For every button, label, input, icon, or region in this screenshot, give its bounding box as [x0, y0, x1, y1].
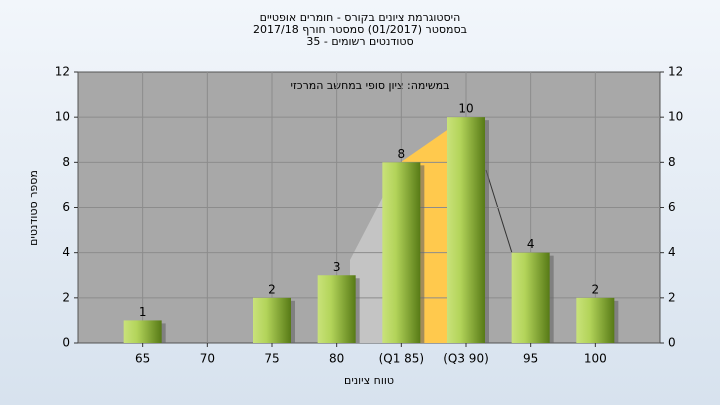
- chart-subtitle: בסמסטר (01/2017) סמסטר חורף 2017/18: [253, 23, 467, 36]
- bar: [511, 252, 550, 343]
- y-tick-label: 12: [55, 65, 70, 79]
- y2-tick-label: 6: [668, 200, 676, 214]
- x-axis-label: טווח ציונים: [344, 374, 394, 387]
- bar: [123, 320, 162, 343]
- y2-tick-label: 8: [668, 155, 676, 169]
- value-label: 10: [458, 102, 473, 116]
- annotation: במשימה: ציון סופי במחשב המרכזי: [290, 79, 449, 92]
- y2-tick-label: 0: [668, 336, 676, 350]
- x-tick-label: (Q3 90): [443, 352, 489, 366]
- x-tick-label: (Q1 85): [379, 352, 425, 366]
- y2-tick-label: 2: [668, 290, 676, 304]
- x-tick-label: 65: [135, 352, 150, 366]
- value-label: 3: [333, 260, 341, 274]
- x-tick-label: 70: [200, 352, 215, 366]
- y-tick-label: 6: [62, 200, 70, 214]
- bar: [576, 297, 615, 343]
- distribution-line: [485, 169, 513, 254]
- y-axis-label: מספר סטודנטים: [27, 170, 40, 246]
- chart-subtitle: סטודנטים רשומים - 35: [306, 35, 413, 48]
- y-tick-label: 10: [55, 110, 70, 124]
- x-tick-label: 95: [523, 352, 538, 366]
- bar: [382, 162, 421, 343]
- x-tick-label: 75: [264, 352, 279, 366]
- y-tick-label: 4: [62, 245, 70, 259]
- value-label: 8: [398, 147, 406, 161]
- x-tick-label: 100: [584, 352, 607, 366]
- x-tick-label: 80: [329, 352, 344, 366]
- y2-tick-label: 4: [668, 245, 676, 259]
- y-tick-label: 2: [62, 290, 70, 304]
- bar: [253, 297, 291, 343]
- y2-tick-label: 12: [668, 65, 683, 79]
- value-label: 4: [527, 237, 535, 251]
- value-label: 1: [139, 305, 147, 319]
- y2-tick-label: 10: [668, 110, 683, 124]
- chart-title: היסטוגרמת ציונים בקורס - חומרים אופטיים: [260, 11, 461, 24]
- bar: [447, 117, 485, 344]
- bar: [317, 275, 356, 343]
- y-tick-label: 0: [62, 336, 70, 350]
- y-tick-label: 8: [62, 155, 70, 169]
- value-label: 2: [592, 282, 600, 296]
- value-label: 2: [268, 282, 276, 296]
